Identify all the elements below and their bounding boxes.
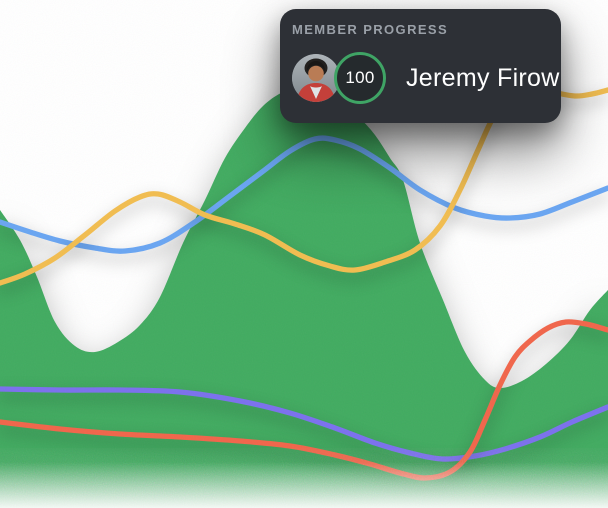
member-name: Jeremy Firow <box>406 63 560 92</box>
member-progress-card[interactable]: MEMBER PROGRESS <box>280 9 561 123</box>
score-value: 100 <box>345 68 375 87</box>
score-badge: 100 <box>334 52 386 104</box>
card-title: MEMBER PROGRESS <box>292 22 449 37</box>
bottom-fade <box>0 462 608 508</box>
member-row: 100 Jeremy Firow <box>292 52 559 104</box>
young-man-portrait-icon <box>292 54 340 102</box>
member-avatar <box>292 54 340 102</box>
